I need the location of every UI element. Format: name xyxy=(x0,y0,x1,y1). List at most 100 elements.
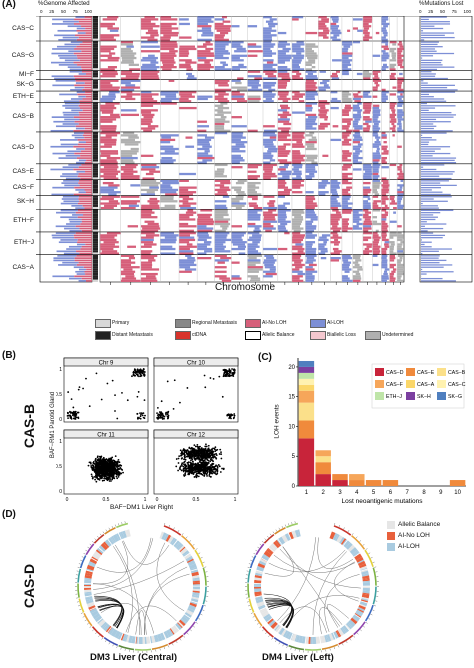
ring-tick xyxy=(365,622,368,624)
cnv-segment xyxy=(88,563,95,568)
heatmap-cell xyxy=(100,138,117,142)
sample-type-cell xyxy=(93,181,98,185)
scatter-point xyxy=(94,469,97,472)
heatmap-cell xyxy=(389,252,397,255)
heatmap-cell xyxy=(214,200,227,203)
legend-label-ai-loh-d: AI-LOH xyxy=(398,543,420,550)
scatter-point xyxy=(197,475,200,478)
heatmap-cell xyxy=(305,195,315,198)
heatmap-cell xyxy=(375,84,380,87)
ring-tick xyxy=(278,642,280,645)
scatter-point xyxy=(175,458,178,460)
heatmap-cell xyxy=(263,259,277,262)
ring-tick xyxy=(202,561,205,563)
heatmap-cell xyxy=(160,102,177,105)
ring-tick xyxy=(282,644,284,647)
sample-type-cell xyxy=(93,252,98,255)
scatter-point xyxy=(210,448,213,451)
heatmap-cell xyxy=(291,54,305,57)
heatmap-cell xyxy=(352,154,359,157)
scatter-point xyxy=(215,454,218,457)
heatmap-cell xyxy=(374,81,379,85)
heatmap-cell xyxy=(341,179,349,182)
genome-bar-loh xyxy=(54,34,75,37)
heatmap-cell xyxy=(262,161,271,164)
heatmap-cell xyxy=(160,200,178,203)
genome-bar-noloh xyxy=(78,111,92,114)
heatmap-cell xyxy=(384,268,390,271)
heatmap-cell xyxy=(231,43,241,46)
heatmap-cell xyxy=(341,59,353,62)
heatmap-cell xyxy=(383,34,388,37)
ring-tick xyxy=(124,521,126,524)
cnv-segment xyxy=(254,574,262,579)
heatmap-cell xyxy=(249,236,261,239)
scatter-point xyxy=(110,457,113,460)
cnv-segment xyxy=(350,617,358,625)
cnv-segment xyxy=(263,613,271,620)
heatmap-cell xyxy=(149,186,159,189)
heatmap-cell xyxy=(341,109,351,112)
heatmap-cell xyxy=(372,156,381,160)
heatmap-cell xyxy=(291,263,305,267)
genome-bar-noloh xyxy=(84,207,92,209)
scatter-point xyxy=(232,371,235,374)
heatmap-cell xyxy=(105,102,120,105)
panel-d-label: (D) xyxy=(2,509,16,520)
heatmap-cell xyxy=(204,250,213,253)
heatmap-cell xyxy=(140,231,155,235)
sample-type-cell xyxy=(93,106,98,110)
heatmap-cell xyxy=(291,252,305,255)
mutation-lost-bar xyxy=(421,148,441,150)
heatmap-cell xyxy=(125,163,138,167)
scatter-point xyxy=(66,411,69,414)
scatter-point xyxy=(182,470,185,473)
heatmap-cell xyxy=(352,211,359,214)
sample-type-cell xyxy=(93,120,98,123)
heatmap-cell xyxy=(120,81,131,85)
scatter-point xyxy=(173,379,176,382)
heatmap-cell xyxy=(197,125,210,128)
mutation-lost-bar xyxy=(421,96,434,98)
heatmap-cell xyxy=(341,47,349,51)
heatmap-cell xyxy=(120,206,136,210)
scatter-point xyxy=(89,462,92,465)
cnv-segment xyxy=(95,549,103,556)
heatmap-cell xyxy=(397,225,402,228)
heatmap-cell xyxy=(389,202,398,205)
heatmap-cell xyxy=(120,159,134,162)
genome-bar-loh xyxy=(63,114,80,116)
cnv-segment xyxy=(97,618,103,623)
scatter-point xyxy=(206,475,208,477)
heatmap-cell xyxy=(262,125,275,128)
scatter-point xyxy=(100,398,103,401)
heatmap-cell xyxy=(160,18,178,21)
genome-bar-noloh xyxy=(79,252,92,255)
heatmap-cell xyxy=(262,36,272,39)
heatmap-cell xyxy=(160,100,172,103)
heatmap-cell xyxy=(221,279,232,282)
cnv-segment xyxy=(173,540,180,548)
heatmap-cell xyxy=(179,47,197,51)
legend-label: CAS−B xyxy=(448,370,466,376)
heatmap-cell xyxy=(305,222,312,226)
heatmap-cell xyxy=(140,261,152,264)
heatmap-cell xyxy=(277,218,286,221)
genome-bar-loh xyxy=(60,202,78,205)
heatmap-cell xyxy=(305,209,315,212)
ring-tick xyxy=(98,635,100,637)
heatmap-cell xyxy=(352,168,362,171)
cnv-segment xyxy=(273,623,279,631)
heatmap-cell xyxy=(214,118,226,121)
heatmap-cell xyxy=(162,68,172,71)
mutation-lost-bar xyxy=(421,109,429,111)
genome-bar-loh xyxy=(54,77,75,80)
heatmap-cell xyxy=(179,100,192,103)
cnv-segment xyxy=(169,628,175,635)
heatmap-cell xyxy=(305,86,318,89)
x-tick-label: 5 xyxy=(372,490,376,496)
heatmap-cell xyxy=(398,100,404,103)
scatter-point xyxy=(177,457,180,460)
genome-bar-noloh xyxy=(80,150,92,153)
ring-tick xyxy=(120,647,122,650)
